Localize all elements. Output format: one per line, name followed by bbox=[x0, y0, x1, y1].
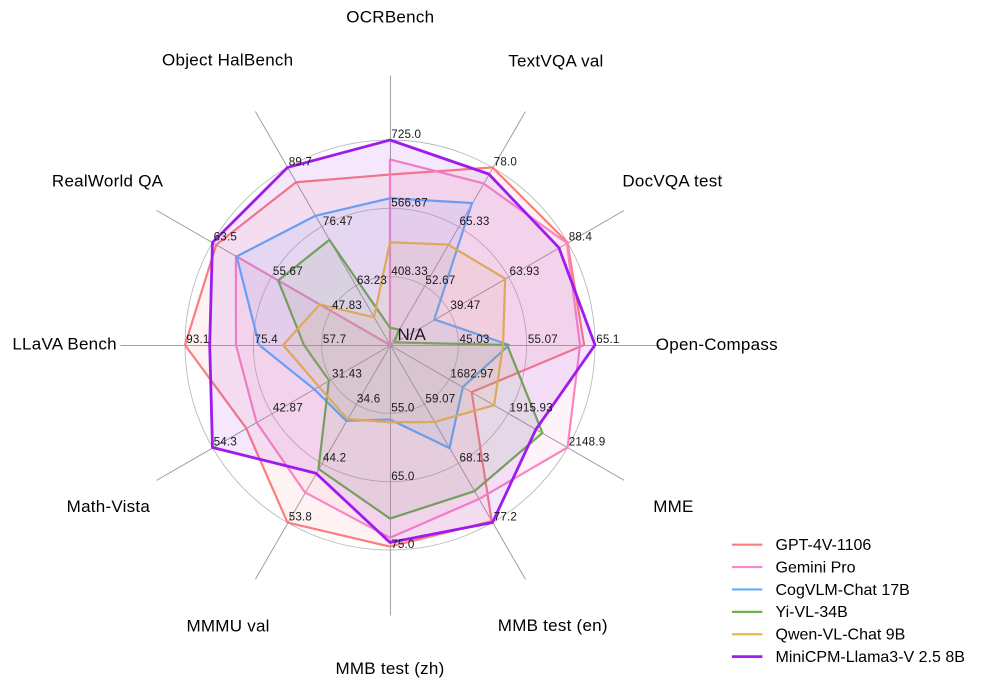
svg-text:1915.93: 1915.93 bbox=[510, 402, 553, 415]
svg-text:44.2: 44.2 bbox=[323, 452, 346, 465]
svg-text:CogVLM-Chat 17B: CogVLM-Chat 17B bbox=[776, 582, 910, 599]
svg-text:N/A: N/A bbox=[398, 325, 427, 344]
svg-text:93.1: 93.1 bbox=[186, 333, 209, 346]
svg-text:65.33: 65.33 bbox=[460, 215, 490, 228]
svg-text:DocVQA test: DocVQA test bbox=[622, 172, 722, 191]
svg-text:Math-Vista: Math-Vista bbox=[67, 497, 151, 516]
svg-text:MiniCPM-Llama3-V 2.5 8B: MiniCPM-Llama3-V 2.5 8B bbox=[776, 649, 965, 666]
svg-text:78.0: 78.0 bbox=[494, 156, 517, 169]
svg-text:42.87: 42.87 bbox=[273, 402, 303, 415]
svg-text:77.2: 77.2 bbox=[494, 511, 517, 524]
svg-text:63.5: 63.5 bbox=[214, 231, 237, 244]
svg-text:65.0: 65.0 bbox=[391, 470, 414, 483]
svg-text:76.47: 76.47 bbox=[323, 215, 353, 228]
svg-text:1682.97: 1682.97 bbox=[450, 367, 493, 380]
svg-text:88.4: 88.4 bbox=[569, 231, 593, 244]
svg-text:Object HalBench: Object HalBench bbox=[162, 51, 293, 70]
svg-text:Yi-VL-34B: Yi-VL-34B bbox=[776, 604, 848, 621]
svg-text:89.7: 89.7 bbox=[289, 156, 312, 169]
svg-text:MMB test (zh): MMB test (zh) bbox=[335, 659, 444, 678]
svg-text:408.33: 408.33 bbox=[391, 265, 428, 278]
svg-text:OCRBench: OCRBench bbox=[346, 7, 434, 26]
svg-text:Open-Compass: Open-Compass bbox=[656, 335, 778, 354]
svg-text:MMB test (en): MMB test (en) bbox=[498, 616, 608, 635]
svg-text:GPT-4V-1106: GPT-4V-1106 bbox=[776, 537, 872, 554]
svg-text:RealWorld QA: RealWorld QA bbox=[52, 172, 164, 191]
svg-text:2148.9: 2148.9 bbox=[569, 436, 606, 449]
svg-text:63.23: 63.23 bbox=[357, 274, 387, 287]
svg-text:52.67: 52.67 bbox=[425, 274, 455, 287]
svg-text:31.43: 31.43 bbox=[332, 367, 362, 380]
svg-text:65.1: 65.1 bbox=[596, 333, 619, 346]
svg-text:725.0: 725.0 bbox=[391, 128, 421, 141]
svg-text:TextVQA val: TextVQA val bbox=[508, 52, 603, 71]
svg-text:68.13: 68.13 bbox=[460, 452, 490, 465]
svg-text:566.67: 566.67 bbox=[391, 197, 428, 210]
svg-text:59.07: 59.07 bbox=[425, 392, 455, 405]
svg-text:63.93: 63.93 bbox=[510, 265, 540, 278]
svg-text:55.67: 55.67 bbox=[273, 265, 303, 278]
svg-text:MMMU val: MMMU val bbox=[186, 617, 269, 636]
svg-text:47.83: 47.83 bbox=[332, 299, 362, 312]
svg-text:MME: MME bbox=[653, 497, 693, 516]
svg-text:54.3: 54.3 bbox=[214, 436, 237, 449]
svg-text:Gemini Pro: Gemini Pro bbox=[776, 559, 856, 576]
svg-text:39.47: 39.47 bbox=[450, 299, 480, 312]
svg-text:55.07: 55.07 bbox=[528, 333, 558, 346]
svg-text:57.7: 57.7 bbox=[323, 333, 346, 346]
svg-text:53.8: 53.8 bbox=[289, 511, 312, 524]
svg-text:Qwen-VL-Chat 9B: Qwen-VL-Chat 9B bbox=[776, 627, 906, 644]
svg-text:75.4: 75.4 bbox=[255, 333, 279, 346]
svg-text:LLaVA Bench: LLaVA Bench bbox=[12, 334, 117, 353]
svg-text:45.03: 45.03 bbox=[460, 333, 490, 346]
svg-text:55.0: 55.0 bbox=[391, 402, 414, 415]
svg-text:75.0: 75.0 bbox=[391, 538, 414, 551]
svg-text:34.6: 34.6 bbox=[357, 392, 380, 405]
